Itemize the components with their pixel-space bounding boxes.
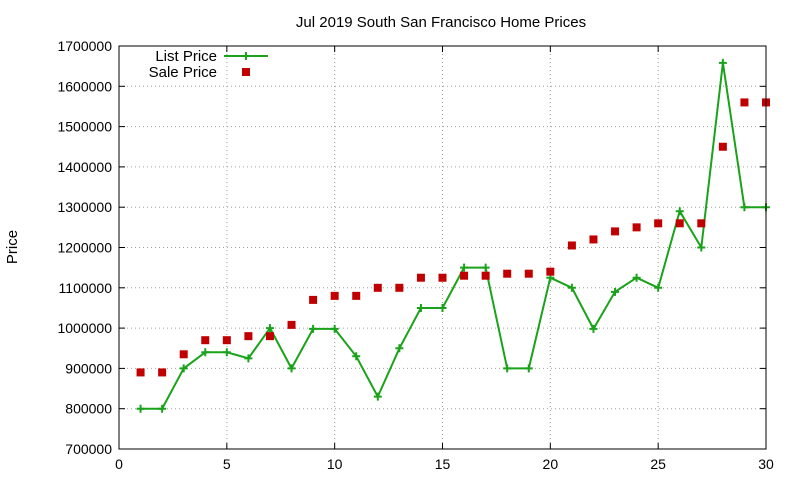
- point-list-price: [395, 344, 404, 353]
- point-sale-price: [460, 271, 469, 280]
- point-list-price: [718, 58, 727, 67]
- point-list-price: [330, 324, 339, 333]
- point-sale-price: [201, 336, 210, 345]
- point-sale-price: [287, 320, 296, 329]
- y-axis-label: Price: [4, 230, 21, 264]
- point-list-price: [460, 263, 469, 272]
- y-tick-label: 700000: [65, 441, 112, 457]
- point-list-price: [222, 348, 231, 357]
- point-sale-price: [352, 291, 361, 300]
- point-sale-price: [222, 336, 231, 345]
- point-sale-price: [567, 241, 576, 250]
- x-tick-label: 25: [650, 456, 666, 472]
- y-tick-label: 1700000: [57, 38, 112, 54]
- y-tick-label: 800000: [65, 401, 112, 417]
- point-list-price: [265, 324, 274, 333]
- point-list-price: [567, 283, 576, 292]
- point-list-price: [524, 364, 533, 373]
- point-sale-price: [136, 368, 145, 377]
- point-list-price: [158, 404, 167, 413]
- y-tick-label: 1400000: [57, 159, 112, 175]
- point-list-price: [740, 203, 749, 212]
- point-list-price: [438, 303, 447, 312]
- point-sale-price: [589, 235, 598, 244]
- plot-frame: [118, 45, 767, 450]
- point-sale-price: [309, 295, 318, 304]
- point-sale-price: [675, 219, 684, 228]
- x-tick-label: 0: [115, 456, 123, 472]
- point-list-price: [416, 303, 425, 312]
- point-sale-price: [265, 332, 274, 341]
- point-list-price: [201, 348, 210, 357]
- point-list-price: [179, 364, 188, 373]
- point-list-price: [697, 243, 706, 252]
- point-list-price: [589, 324, 598, 333]
- point-list-price: [611, 287, 620, 296]
- point-sale-price: [632, 223, 641, 232]
- x-tick-label: 10: [327, 456, 343, 472]
- chart-title: Jul 2019 South San Francisco Home Prices: [296, 14, 586, 31]
- x-tick-label: 15: [435, 456, 451, 472]
- y-tick-label: 900000: [65, 360, 112, 376]
- point-list-price: [244, 354, 253, 363]
- point-sale-price: [481, 271, 490, 280]
- point-list-price: [481, 263, 490, 272]
- point-sale-price: [244, 332, 253, 341]
- y-tick-label: 1200000: [57, 240, 112, 256]
- point-sale-price: [697, 219, 706, 228]
- point-sale-price: [654, 219, 663, 228]
- point-sale-price: [611, 227, 620, 236]
- series-line-list-price: [140, 62, 766, 410]
- y-tick-label: 1100000: [59, 280, 113, 296]
- x-tick-label: 30: [758, 456, 774, 472]
- point-list-price: [632, 273, 641, 282]
- point-list-price: [675, 207, 684, 216]
- point-list-price: [136, 404, 145, 413]
- point-sale-price: [179, 350, 188, 359]
- point-sale-price: [330, 291, 339, 300]
- legend-marker-sale-price: [242, 68, 250, 76]
- legend: List Price Sale Price: [149, 48, 268, 81]
- point-sale-price: [524, 269, 533, 278]
- y-tick-label: 1300000: [57, 199, 112, 215]
- point-sale-price: [395, 283, 404, 292]
- point-list-price: [503, 364, 512, 373]
- point-sale-price: [416, 273, 425, 282]
- point-sale-price: [718, 142, 727, 151]
- y-tick-label: 1600000: [57, 78, 112, 94]
- point-list-price: [309, 324, 318, 333]
- legend-marker-list-price: [242, 52, 250, 60]
- x-tick-label: 20: [543, 456, 559, 472]
- point-list-price: [287, 364, 296, 373]
- point-sale-price: [373, 283, 382, 292]
- legend-label-sale-price: Sale Price: [149, 64, 217, 81]
- axis-ticks: 700000 800000 900000 1000000 1100000 1200000 1…: [57, 38, 774, 472]
- point-sale-price: [503, 269, 512, 278]
- point-sale-price: [546, 267, 555, 276]
- x-tick-label: 5: [223, 456, 231, 472]
- point-list-price: [373, 392, 382, 401]
- point-list-price: [352, 352, 361, 361]
- series-layer: [136, 58, 770, 413]
- legend-label-list-price: List Price: [155, 48, 217, 65]
- y-tick-label: 1500000: [57, 119, 112, 135]
- point-sale-price: [158, 368, 167, 377]
- point-sale-price: [438, 273, 447, 282]
- point-sale-price: [740, 98, 749, 107]
- y-tick-label: 1000000: [57, 320, 112, 336]
- point-list-price: [654, 283, 663, 292]
